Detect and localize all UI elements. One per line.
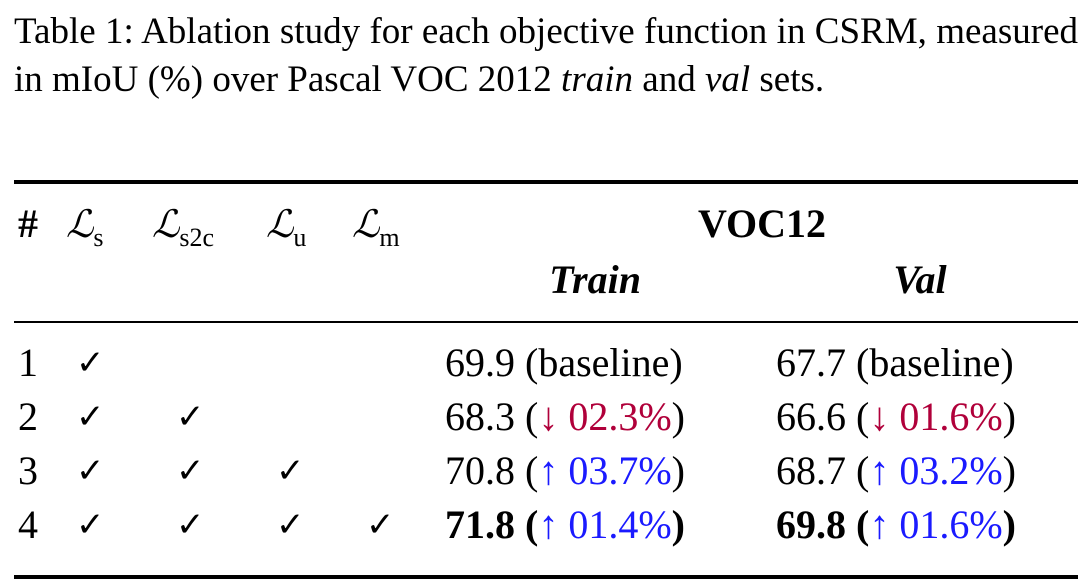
val-score-cell: 67.7 (baseline) (776, 339, 1014, 387)
paren-open: ( (846, 448, 870, 493)
header-val: Val (893, 257, 947, 302)
header-loss-m: ℒm (352, 200, 400, 262)
row-number: 2 (18, 394, 38, 439)
train-value: 71.8 (445, 502, 515, 547)
check-mark: ✓ (176, 397, 205, 437)
val-value: 66.6 (776, 394, 846, 439)
caption-and: and (642, 59, 696, 100)
paren-close: ) (1000, 340, 1014, 385)
train-score-cell: 71.8 (↑ 01.4%) (445, 501, 685, 549)
loss-subscript: u (293, 223, 307, 252)
loss-subscript: m (379, 223, 400, 252)
paren-close: ) (671, 394, 685, 439)
check-mark: ✓ (76, 505, 105, 545)
loss-subscript: s2c (179, 223, 215, 252)
train-value: 69.9 (445, 340, 515, 385)
val-change: ↑ 03.2% (869, 448, 1003, 493)
train-value: 68.3 (445, 394, 515, 439)
paren-open: ( (515, 340, 539, 385)
caption-text: Table 1: Ablation study for each objecti… (14, 11, 1078, 100)
loss-symbol: ℒ (352, 202, 380, 246)
row-number: 4 (18, 502, 38, 547)
val-score-cell: 68.7 (↑ 03.2%) (776, 447, 1016, 495)
paren-open: ( (515, 448, 539, 493)
val-value: 68.7 (776, 448, 846, 493)
val-change: ↑ 01.6% (869, 502, 1003, 547)
val-change: ↓ 01.6% (869, 394, 1003, 439)
paren-close: ) (1002, 394, 1016, 439)
train-value: 70.8 (445, 448, 515, 493)
paren-open: ( (846, 502, 870, 547)
check-mark: ✓ (76, 451, 105, 491)
loss-symbol: ℒ (66, 202, 94, 246)
paren-open: ( (515, 394, 539, 439)
check-mark: ✓ (76, 397, 105, 437)
check-mark: ✓ (276, 451, 305, 491)
val-change: baseline (869, 340, 1001, 385)
table-caption: Table 1: Ablation study for each objecti… (14, 8, 1078, 104)
loss-symbol: ℒ (152, 202, 180, 246)
header-loss-s: ℒs (66, 200, 104, 262)
paren-close: ) (1002, 448, 1016, 493)
header-loss-s2c: ℒs2c (152, 200, 214, 262)
bottom-rule (14, 575, 1078, 579)
header-loss-u: ℒu (266, 200, 306, 262)
paren-open: ( (846, 340, 870, 385)
paren-open: ( (846, 394, 870, 439)
paren-close: ) (671, 502, 685, 547)
check-mark: ✓ (176, 451, 205, 491)
train-score-cell: 69.9 (baseline) (445, 339, 683, 387)
row-number: 1 (18, 340, 38, 385)
val-value: 67.7 (776, 340, 846, 385)
check-mark: ✓ (366, 505, 395, 545)
caption-val: val (704, 59, 751, 100)
val-score-cell: 66.6 (↓ 01.6%) (776, 393, 1016, 441)
train-score-cell: 70.8 (↑ 03.7%) (445, 447, 685, 495)
val-score-cell: 69.8 (↑ 01.6%) (776, 501, 1016, 549)
top-rule (14, 180, 1078, 184)
paren-close: ) (669, 340, 683, 385)
val-value: 69.8 (776, 502, 846, 547)
train-change: ↑ 03.7% (538, 448, 672, 493)
loss-symbol: ℒ (266, 202, 294, 246)
train-change: baseline (538, 340, 670, 385)
train-score-cell: 68.3 (↓ 02.3%) (445, 393, 685, 441)
paren-open: ( (515, 502, 539, 547)
header-hash: # (18, 201, 38, 246)
check-mark: ✓ (176, 505, 205, 545)
paren-close: ) (671, 448, 685, 493)
train-change: ↓ 02.3% (538, 394, 672, 439)
caption-train: train (561, 59, 634, 100)
row-number: 3 (18, 448, 38, 493)
header-train: Train (549, 257, 641, 302)
mid-rule (14, 321, 1078, 323)
caption-suffix: sets. (759, 59, 825, 100)
header-group: VOC12 (697, 201, 827, 246)
loss-subscript: s (93, 223, 104, 252)
check-mark: ✓ (276, 505, 305, 545)
paren-close: ) (1002, 502, 1016, 547)
check-mark: ✓ (76, 343, 105, 383)
train-change: ↑ 01.4% (538, 502, 672, 547)
